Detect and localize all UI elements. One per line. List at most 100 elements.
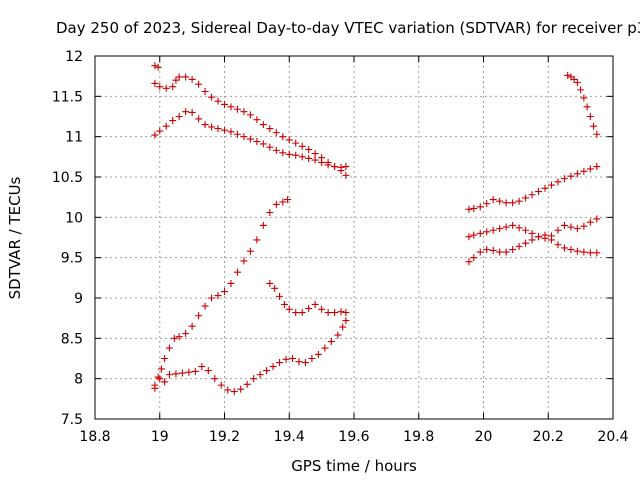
data-point — [331, 309, 339, 317]
data-point — [157, 365, 165, 373]
data-point — [489, 196, 497, 204]
data-point — [483, 228, 491, 236]
data-point — [489, 246, 497, 254]
data-point — [321, 344, 329, 352]
data-point — [573, 170, 581, 178]
data-point — [221, 100, 228, 108]
data-point — [292, 139, 300, 147]
data-point — [509, 199, 517, 207]
data-point — [554, 241, 562, 249]
data-point — [191, 367, 199, 375]
data-point — [522, 239, 530, 247]
data-point — [276, 359, 284, 367]
data-point — [156, 127, 164, 135]
data-point — [230, 388, 238, 396]
data-point — [541, 231, 549, 239]
data-point — [272, 200, 280, 208]
y-tick-label: 11.5 — [52, 89, 83, 105]
data-point — [227, 103, 235, 111]
data-point — [285, 136, 293, 144]
data-point — [337, 308, 345, 316]
data-point — [253, 116, 261, 124]
data-point — [240, 257, 248, 265]
y-tick-label: 8.5 — [61, 331, 83, 347]
data-point — [337, 163, 345, 171]
data-point — [560, 175, 568, 183]
data-point — [593, 163, 601, 171]
data-point — [253, 236, 261, 244]
data-point — [547, 236, 555, 244]
data-point — [214, 125, 222, 133]
data-point — [175, 113, 183, 120]
data-point — [570, 75, 578, 83]
data-point — [279, 198, 287, 206]
data-point — [246, 111, 254, 119]
data-point — [279, 133, 287, 141]
data-point — [339, 323, 347, 331]
data-point — [217, 381, 225, 389]
data-point — [285, 305, 293, 313]
series-arc-f — [465, 163, 601, 213]
data-point — [185, 368, 193, 376]
data-point — [564, 71, 572, 79]
data-point — [298, 142, 306, 150]
data-point — [162, 122, 170, 130]
data-point — [305, 154, 313, 162]
data-point — [272, 129, 280, 137]
data-point — [175, 333, 183, 341]
data-point — [541, 184, 549, 192]
data-point — [324, 309, 332, 317]
data-point — [195, 312, 203, 320]
data-point — [470, 254, 478, 262]
data-point — [502, 223, 510, 231]
data-point — [224, 386, 232, 394]
data-point — [465, 205, 473, 213]
data-point — [282, 355, 290, 363]
data-point — [483, 246, 491, 254]
data-point — [567, 246, 575, 254]
data-point — [156, 375, 164, 383]
data-point — [271, 284, 279, 292]
data-point — [233, 130, 241, 138]
data-point — [188, 108, 196, 116]
data-point — [593, 215, 601, 223]
data-point — [227, 279, 235, 287]
data-point — [292, 309, 300, 317]
x-tick-label: 18.8 — [79, 429, 110, 445]
data-point — [195, 115, 203, 123]
data-point — [590, 122, 598, 130]
data-point — [496, 248, 504, 256]
data-point — [295, 358, 303, 366]
x-tick-label: 19.6 — [338, 429, 369, 445]
data-point — [246, 247, 254, 255]
data-point — [560, 244, 568, 252]
data-point — [593, 130, 601, 138]
data-point — [243, 380, 251, 388]
data-point — [580, 222, 588, 230]
data-point — [269, 363, 277, 371]
data-point — [334, 331, 342, 339]
data-point — [259, 221, 267, 229]
data-point — [182, 73, 190, 81]
series-arc-e — [266, 279, 350, 317]
series-arc-d — [151, 317, 350, 396]
data-point — [246, 135, 254, 143]
data-point — [342, 171, 350, 179]
data-point — [204, 367, 212, 375]
data-point — [266, 143, 274, 151]
data-point — [165, 344, 173, 352]
data-point — [266, 279, 274, 287]
data-point — [172, 76, 180, 84]
data-point — [151, 62, 159, 70]
data-point — [279, 149, 287, 157]
data-point — [586, 113, 594, 120]
data-point — [178, 369, 186, 377]
data-point — [151, 79, 159, 87]
data-point — [308, 355, 316, 362]
data-point — [237, 385, 245, 393]
data-point — [502, 199, 510, 207]
data-point — [266, 125, 274, 133]
data-point — [214, 97, 222, 105]
y-tick-label: 10.5 — [52, 170, 83, 186]
